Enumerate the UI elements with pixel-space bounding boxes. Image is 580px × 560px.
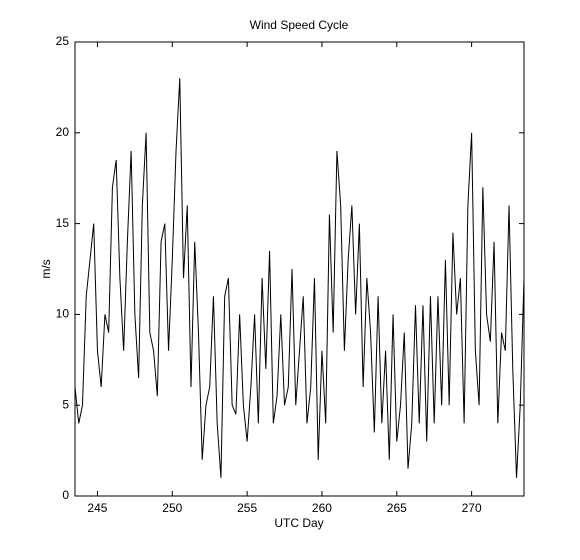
plot-frame: [74, 41, 525, 497]
x-tick-label: 245: [87, 501, 107, 515]
y-axis-label: m/s: [39, 259, 53, 278]
y-tick-label: 0: [62, 488, 69, 502]
y-tick-label: 5: [62, 397, 69, 411]
y-tick-label: 10: [56, 307, 70, 321]
y-tick-label: 25: [56, 34, 70, 48]
y-tick-label: 15: [56, 216, 70, 230]
x-axis-label: UTC Day: [274, 516, 323, 530]
chart-title: Wind Speed Cycle: [250, 18, 349, 32]
x-tick-label: 250: [162, 501, 182, 515]
line-series: [74, 78, 525, 478]
x-tick-label: 265: [387, 501, 407, 515]
x-tick-label: 260: [312, 501, 332, 515]
x-tick-label: 270: [462, 501, 482, 515]
y-tick-label: 20: [56, 125, 70, 139]
x-tick-label: 255: [237, 501, 257, 515]
